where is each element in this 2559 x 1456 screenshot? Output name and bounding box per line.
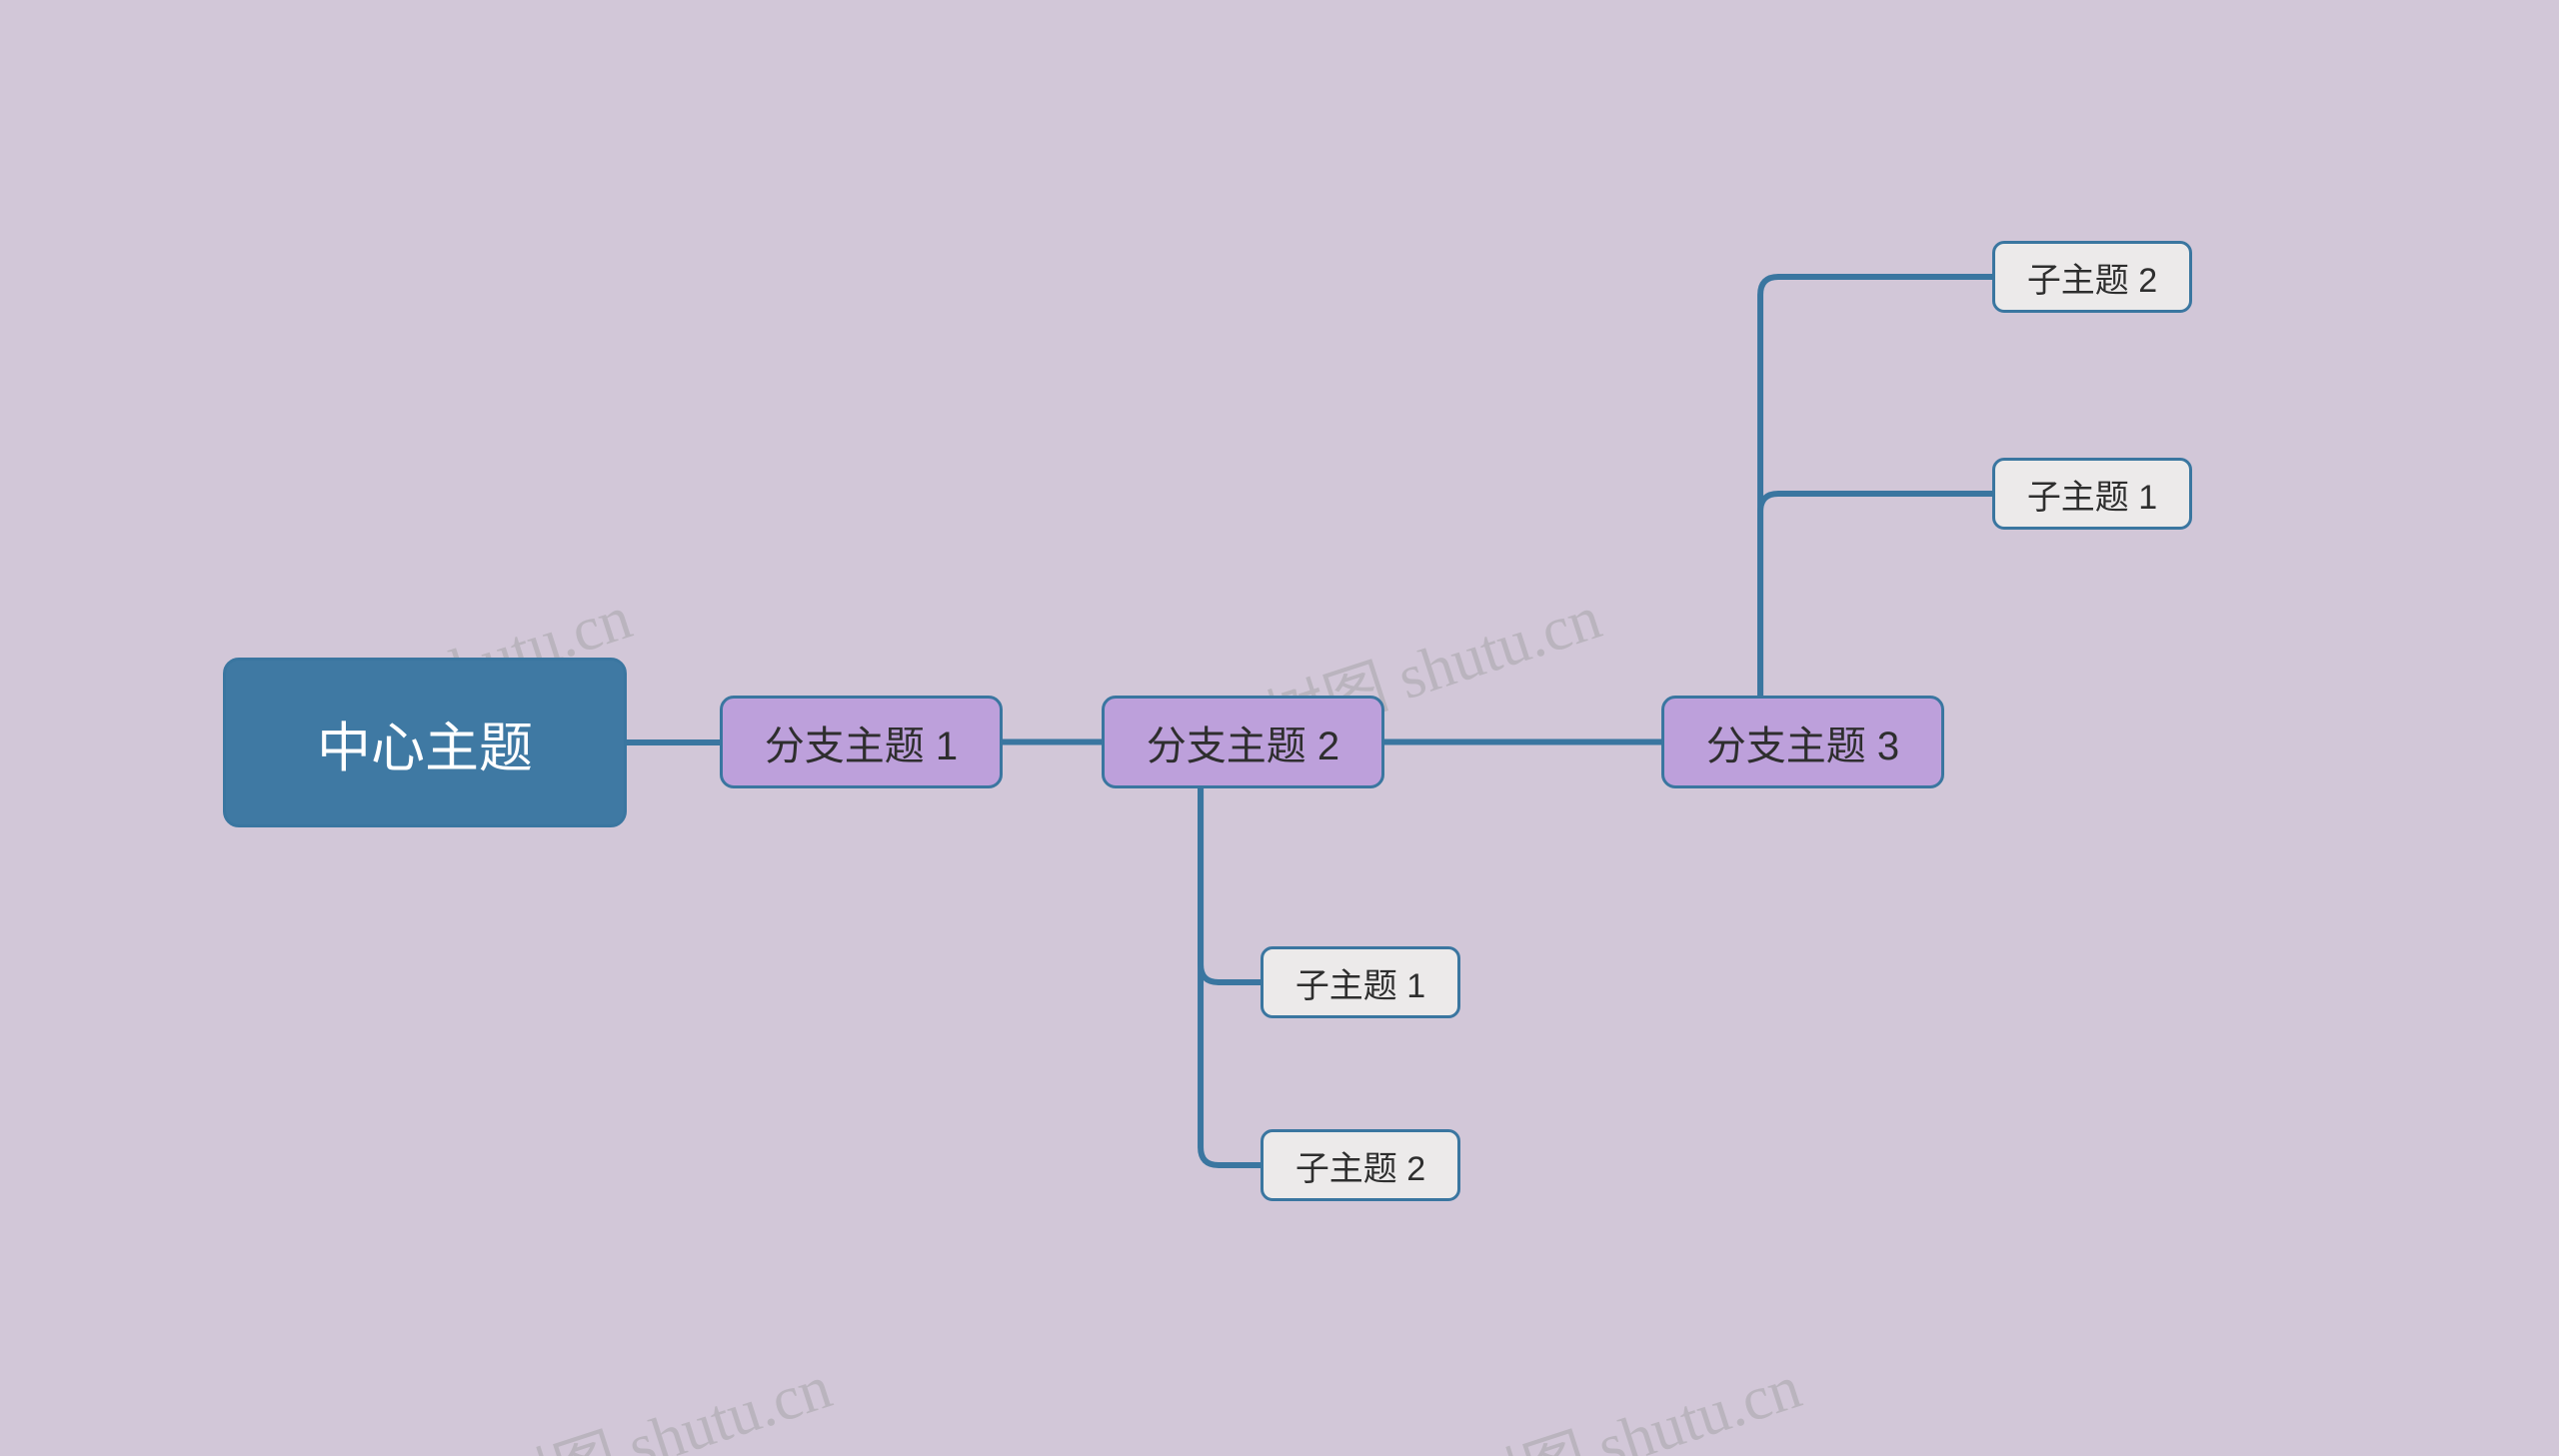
mindmap-node-label: 子主题 2 [1295, 1141, 1425, 1190]
mindmap-node-b3c2[interactable]: 子主题 2 [1992, 241, 2192, 313]
watermark: 树图 shutu.cn [1451, 1336, 1810, 1456]
mindmap-node-b2[interactable]: 分支主题 2 [1102, 696, 1384, 788]
connector [1760, 494, 1992, 696]
connector [1760, 277, 1992, 696]
mindmap-node-label: 子主题 1 [1295, 958, 1425, 1007]
watermark: 树图 shutu.cn [482, 1336, 841, 1456]
mindmap-node-label: 子主题 1 [2027, 470, 2157, 519]
mindmap-node-b3c1[interactable]: 子主题 1 [1992, 458, 2192, 530]
mindmap-node-root[interactable]: 中心主题 [223, 658, 627, 827]
mindmap-node-label: 分支主题 1 [765, 714, 958, 771]
connector [1201, 788, 1261, 982]
mindmap-node-label: 子主题 2 [2027, 253, 2157, 302]
mindmap-node-b2c1[interactable]: 子主题 1 [1261, 946, 1460, 1018]
mindmap-node-label: 分支主题 3 [1706, 714, 1899, 771]
mindmap-canvas: 树图 shutu.cn树图 shutu.cn树图 shutu.cn树图 shut… [0, 0, 2559, 1456]
mindmap-node-b1[interactable]: 分支主题 1 [720, 696, 1003, 788]
mindmap-node-b2c2[interactable]: 子主题 2 [1261, 1129, 1460, 1201]
connector [1201, 788, 1261, 1165]
mindmap-node-b3[interactable]: 分支主题 3 [1661, 696, 1944, 788]
mindmap-node-label: 分支主题 2 [1147, 714, 1339, 771]
mindmap-node-label: 中心主题 [317, 704, 533, 782]
